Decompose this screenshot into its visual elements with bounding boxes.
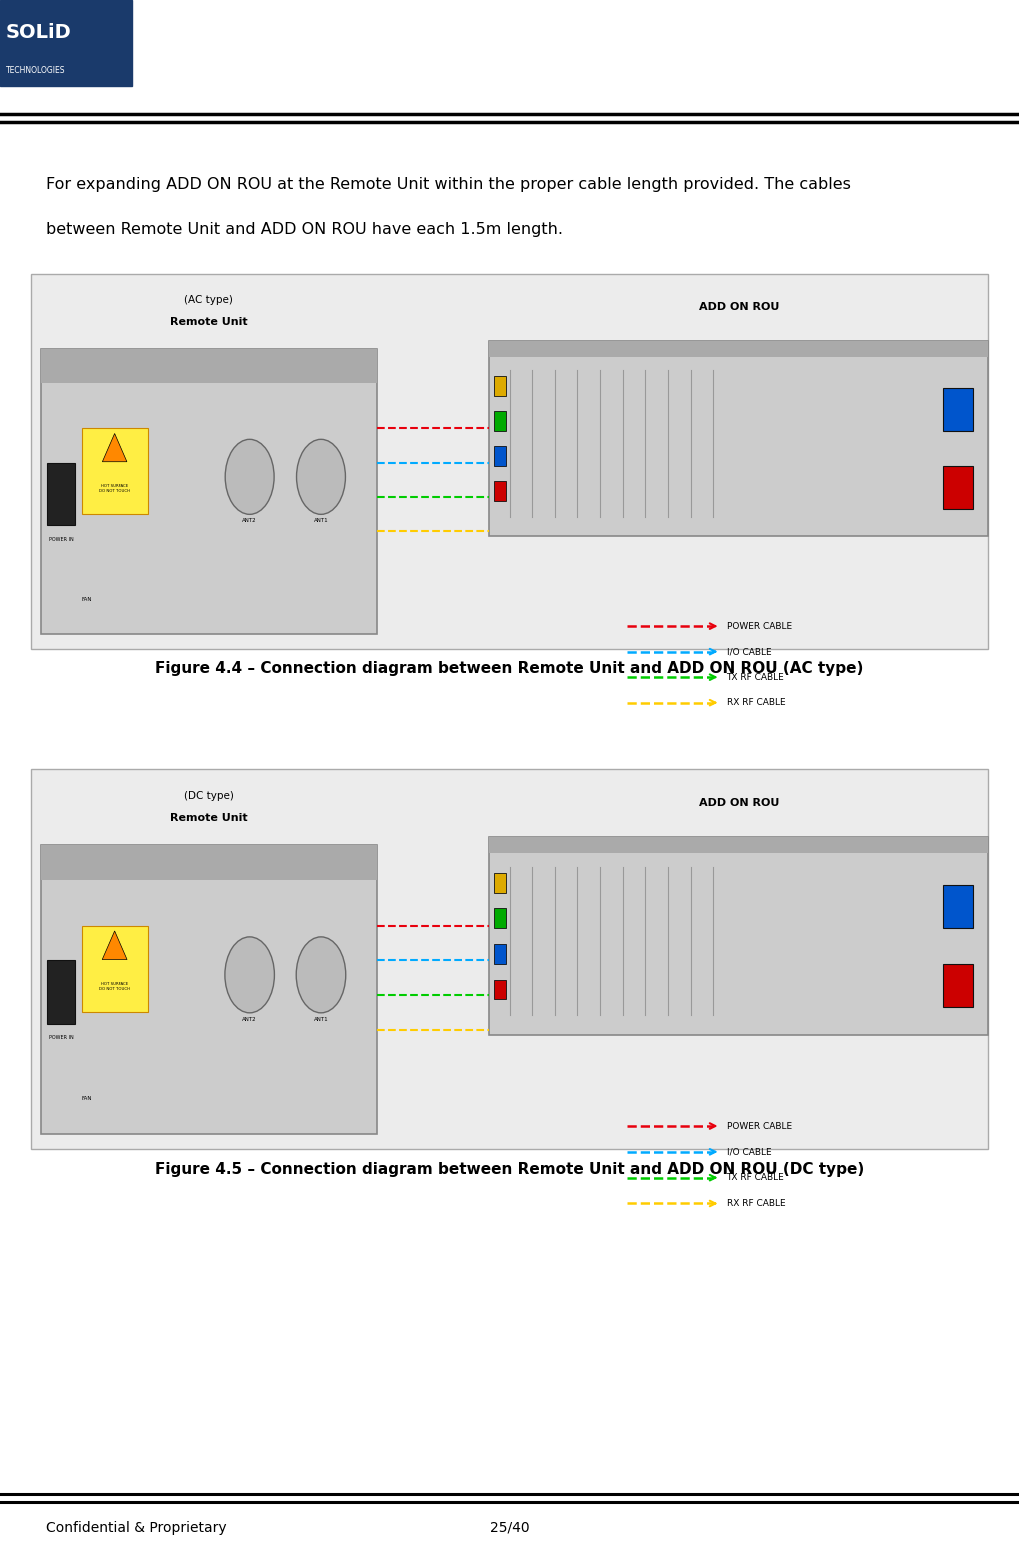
Text: POWER IN: POWER IN (49, 536, 73, 542)
Bar (494, 411, 506, 431)
Bar (489, 341, 988, 536)
Bar (494, 447, 506, 466)
Text: For expanding ADD ON ROU at the Remote Unit within the proper cable length provi: For expanding ADD ON ROU at the Remote U… (46, 177, 851, 192)
Bar (494, 481, 506, 502)
Text: between Remote Unit and ADD ON ROU have each 1.5m length.: between Remote Unit and ADD ON ROU have … (46, 222, 562, 238)
Text: ANT2: ANT2 (243, 1016, 257, 1022)
Bar (494, 944, 506, 964)
Text: 25/40: 25/40 (490, 1521, 529, 1535)
Bar (31, 769, 988, 1149)
Circle shape (297, 439, 345, 514)
Text: ANT1: ANT1 (314, 1016, 328, 1022)
Bar (943, 466, 973, 510)
Bar (494, 908, 506, 928)
Text: TX RF CABLE: TX RF CABLE (727, 1174, 785, 1182)
Text: ADD ON ROU: ADD ON ROU (699, 302, 779, 313)
Bar (943, 964, 973, 1007)
Text: Remote Unit: Remote Unit (170, 317, 248, 327)
Bar (41, 349, 377, 383)
Bar (0, 0, 132, 86)
Text: RX RF CABLE: RX RF CABLE (727, 1199, 786, 1208)
Bar (41, 349, 377, 633)
Text: I/O CABLE: I/O CABLE (727, 1147, 771, 1157)
Bar (494, 980, 506, 999)
Bar (494, 872, 506, 892)
Text: TX RF CABLE: TX RF CABLE (727, 672, 785, 681)
Bar (494, 377, 506, 395)
Circle shape (297, 936, 345, 1013)
Text: HOT SURFACE
DO NOT TOUCH: HOT SURFACE DO NOT TOUCH (99, 982, 130, 991)
Text: SOLiD: SOLiD (6, 23, 72, 42)
Bar (47, 960, 75, 1024)
Text: POWER IN: POWER IN (49, 1035, 73, 1041)
Text: Confidential & Proprietary: Confidential & Proprietary (46, 1521, 226, 1535)
Text: TECHNOLOGIES: TECHNOLOGIES (6, 66, 65, 75)
Text: ANT1: ANT1 (314, 517, 328, 524)
Bar (943, 885, 973, 928)
Text: Remote Unit: Remote Unit (170, 813, 248, 824)
Polygon shape (102, 433, 127, 461)
Bar (41, 846, 377, 880)
Text: POWER CABLE: POWER CABLE (727, 622, 792, 630)
Bar (31, 274, 988, 649)
Text: FAN: FAN (82, 597, 92, 602)
Bar (489, 341, 988, 356)
Text: ANT2: ANT2 (243, 517, 257, 524)
Text: POWER CABLE: POWER CABLE (727, 1122, 792, 1130)
Bar (82, 428, 148, 514)
Bar (489, 838, 988, 853)
Bar (47, 463, 75, 525)
Circle shape (225, 439, 274, 514)
Circle shape (225, 936, 274, 1013)
Text: (AC type): (AC type) (184, 295, 233, 305)
Text: (DC type): (DC type) (184, 791, 233, 800)
Bar (41, 846, 377, 1133)
Text: HOT SURFACE
DO NOT TOUCH: HOT SURFACE DO NOT TOUCH (99, 485, 130, 492)
Bar (943, 388, 973, 431)
Bar (489, 838, 988, 1035)
Text: RX RF CABLE: RX RF CABLE (727, 699, 786, 706)
Polygon shape (102, 932, 127, 960)
Text: FAN: FAN (82, 1097, 92, 1102)
Text: Figure 4.4 – Connection diagram between Remote Unit and ADD ON ROU (AC type): Figure 4.4 – Connection diagram between … (155, 661, 864, 677)
Bar (82, 925, 148, 1013)
Text: ADD ON ROU: ADD ON ROU (699, 799, 779, 808)
Text: I/O CABLE: I/O CABLE (727, 647, 771, 656)
Text: Figure 4.5 – Connection diagram between Remote Unit and ADD ON ROU (DC type): Figure 4.5 – Connection diagram between … (155, 1161, 864, 1177)
